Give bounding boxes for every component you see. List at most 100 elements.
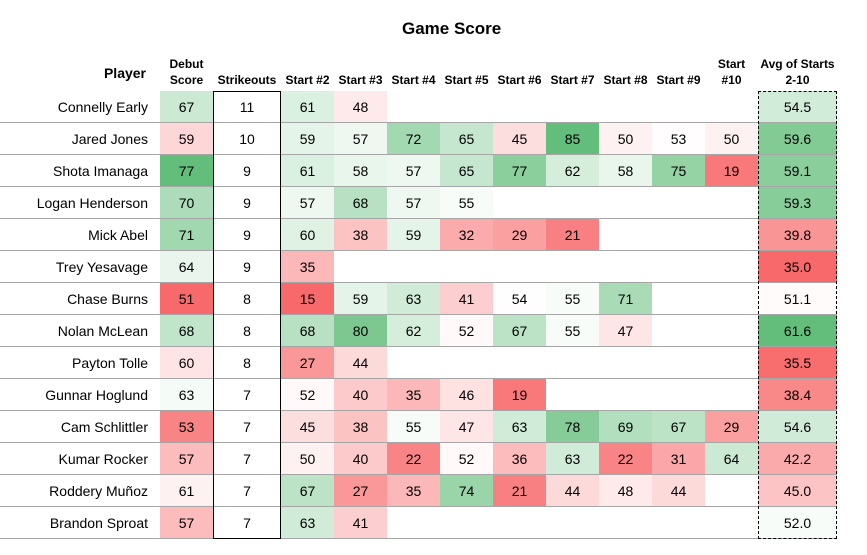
start-score-cell: 31 xyxy=(652,443,705,475)
header-start-10: Start #10 xyxy=(717,57,746,87)
avg-score-cell: 59.3 xyxy=(758,187,837,219)
strikeouts-cell: 9 xyxy=(243,227,251,243)
start-score-cell: 72 xyxy=(387,123,440,155)
row-divider xyxy=(0,474,837,475)
header-start-4: Start #4 xyxy=(391,73,436,87)
start-score-cell: 38 xyxy=(334,219,387,251)
row-divider xyxy=(0,282,837,283)
header-debut-score: Debut Score xyxy=(169,57,204,87)
avg-score-cell: 39.8 xyxy=(758,219,837,251)
start-score-cell: 55 xyxy=(440,187,493,219)
strikeouts-cell: 8 xyxy=(243,323,251,339)
start-score-cell: 44 xyxy=(546,475,599,507)
row-divider xyxy=(0,506,837,507)
start-score-cell: 27 xyxy=(281,347,334,379)
start-score-cell: 57 xyxy=(334,123,387,155)
start-score-cell: 27 xyxy=(334,475,387,507)
strikeouts-cell: 8 xyxy=(243,291,251,307)
strikeouts-cell: 9 xyxy=(243,163,251,179)
start-score-cell: 75 xyxy=(652,155,705,187)
start-score-cell: 67 xyxy=(281,475,334,507)
start-score-cell: 21 xyxy=(546,219,599,251)
header-start-9: Start #9 xyxy=(656,73,701,87)
start-score-cell: 48 xyxy=(599,475,652,507)
debut-score-cell: 64 xyxy=(160,251,213,283)
strikeouts-cell: 7 xyxy=(243,387,251,403)
debut-score-cell: 68 xyxy=(160,315,213,347)
row-divider xyxy=(0,154,837,155)
start-score-cell: 63 xyxy=(546,443,599,475)
player-name: Jared Jones xyxy=(71,131,148,147)
start-score-cell: 44 xyxy=(334,347,387,379)
start-score-cell: 61 xyxy=(281,91,334,123)
start-score-cell: 58 xyxy=(599,155,652,187)
avg-score-cell: 59.6 xyxy=(758,123,837,155)
start-score-cell: 57 xyxy=(387,187,440,219)
player-name: Connelly Early xyxy=(57,99,148,115)
header-start-5: Start #5 xyxy=(444,73,489,87)
start-score-cell: 67 xyxy=(493,315,546,347)
player-name: Roddery Muñoz xyxy=(49,483,148,499)
start-score-cell: 69 xyxy=(599,411,652,443)
start-score-cell: 58 xyxy=(334,155,387,187)
row-divider xyxy=(0,410,837,411)
start-score-cell: 63 xyxy=(387,283,440,315)
start-score-cell: 80 xyxy=(334,315,387,347)
start-score-cell: 41 xyxy=(334,507,387,539)
start-score-cell: 68 xyxy=(281,315,334,347)
start-score-cell: 67 xyxy=(652,411,705,443)
header-strikeouts: Strikeouts xyxy=(217,73,277,87)
start-score-cell: 22 xyxy=(599,443,652,475)
start-score-cell: 50 xyxy=(599,123,652,155)
header-avg: Avg of Starts 2-10 xyxy=(760,57,835,87)
avg-score-cell: 54.6 xyxy=(758,411,837,443)
start-score-cell: 35 xyxy=(387,379,440,411)
player-name: Gunnar Hoglund xyxy=(45,387,148,403)
start-score-cell: 55 xyxy=(546,283,599,315)
start-score-cell: 54 xyxy=(493,283,546,315)
start-score-cell: 78 xyxy=(546,411,599,443)
debut-score-cell: 71 xyxy=(160,219,213,251)
start-score-cell: 50 xyxy=(281,443,334,475)
debut-score-cell: 67 xyxy=(160,91,213,123)
start-score-cell: 35 xyxy=(387,475,440,507)
start-score-cell: 45 xyxy=(493,123,546,155)
header-start-7: Start #7 xyxy=(550,73,595,87)
debut-score-cell: 59 xyxy=(160,123,213,155)
start-score-cell: 15 xyxy=(281,283,334,315)
player-name: Nolan McLean xyxy=(57,323,148,339)
start-score-cell: 52 xyxy=(281,379,334,411)
chart-title: Game Score xyxy=(402,19,502,38)
debut-score-cell: 57 xyxy=(160,507,213,539)
player-name: Logan Henderson xyxy=(36,195,148,211)
start-score-cell: 74 xyxy=(440,475,493,507)
start-score-cell: 29 xyxy=(493,219,546,251)
strikeouts-cell: 11 xyxy=(239,99,255,115)
start-score-cell: 68 xyxy=(334,187,387,219)
start-score-cell: 59 xyxy=(281,123,334,155)
start-score-cell: 60 xyxy=(281,219,334,251)
start-score-cell: 62 xyxy=(546,155,599,187)
strikeouts-cell: 7 xyxy=(243,419,251,435)
avg-score-cell: 45.0 xyxy=(758,475,837,507)
start-score-cell: 41 xyxy=(440,283,493,315)
header-start-6: Start #6 xyxy=(497,73,542,87)
start-score-cell: 85 xyxy=(546,123,599,155)
row-divider xyxy=(0,250,837,251)
start-score-cell: 57 xyxy=(387,155,440,187)
start-score-cell: 77 xyxy=(493,155,546,187)
strikeouts-cell: 7 xyxy=(243,515,251,531)
start-score-cell: 61 xyxy=(281,155,334,187)
avg-score-cell: 61.6 xyxy=(758,315,837,347)
player-name: Payton Tolle xyxy=(71,355,148,371)
start-score-cell: 47 xyxy=(440,411,493,443)
start-score-cell: 32 xyxy=(440,219,493,251)
debut-score-cell: 57 xyxy=(160,443,213,475)
start-score-cell: 62 xyxy=(387,315,440,347)
debut-score-cell: 51 xyxy=(160,283,213,315)
start-score-cell: 52 xyxy=(440,315,493,347)
debut-score-cell: 60 xyxy=(160,347,213,379)
start-score-cell: 55 xyxy=(387,411,440,443)
strikeouts-cell: 7 xyxy=(243,451,251,467)
debut-score-cell: 61 xyxy=(160,475,213,507)
